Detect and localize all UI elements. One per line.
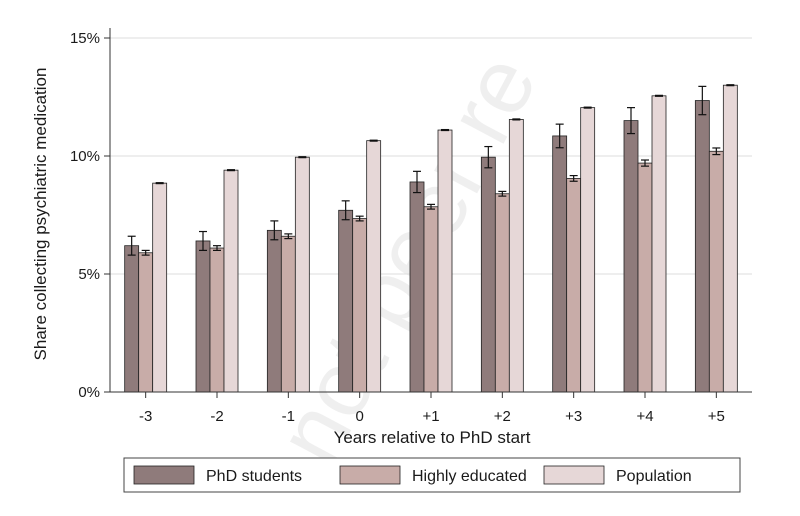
bar-population xyxy=(651,95,667,393)
bar-phd-students xyxy=(409,181,425,393)
legend-swatch xyxy=(543,465,605,485)
bars xyxy=(124,84,738,393)
x-tick-label: +2 xyxy=(494,408,511,425)
bar-phd-students xyxy=(480,156,496,393)
legend-box xyxy=(123,457,741,493)
y-tick-label: 15% xyxy=(70,30,100,47)
legend-swatch xyxy=(133,465,195,485)
bar-highly-educated xyxy=(138,252,154,393)
bar-highly-educated xyxy=(209,247,225,393)
bar-population xyxy=(152,182,168,393)
bar-population xyxy=(508,119,524,393)
legend-label: Highly educated xyxy=(412,468,527,485)
bar-highly-educated xyxy=(352,218,368,393)
y-axis-title: Share collecting psychiatric medication xyxy=(31,68,50,361)
bar-population xyxy=(722,84,738,393)
legend-swatch xyxy=(339,465,401,485)
bar-phd-students xyxy=(266,229,282,393)
axes: 0% 5% 10% 15% -3 -2 -1 0 +1 +2 +3 +4 +5 xyxy=(70,28,752,425)
bar-population xyxy=(580,107,596,393)
x-tick-label: -1 xyxy=(282,408,295,425)
bar-phd-students xyxy=(195,240,211,393)
x-tick-label: -3 xyxy=(139,408,152,425)
bar-population xyxy=(437,129,453,393)
bar-population xyxy=(223,169,239,393)
bar-highly-educated xyxy=(423,206,439,393)
x-tick-label: 0 xyxy=(355,408,363,425)
bar-population xyxy=(366,140,382,393)
bar-highly-educated xyxy=(566,178,582,393)
bar-highly-educated xyxy=(637,162,653,393)
bar-highly-educated xyxy=(280,235,296,393)
bar-phd-students xyxy=(338,209,354,393)
bar-phd-students xyxy=(124,245,140,393)
x-axis-title: Years relative to PhD start xyxy=(334,428,531,447)
x-tick-label: +4 xyxy=(636,408,653,425)
y-tick-label: 5% xyxy=(78,266,100,283)
x-tick-label: +3 xyxy=(565,408,582,425)
bar-phd-students xyxy=(552,135,568,393)
error-bars xyxy=(127,84,735,256)
bar-highly-educated xyxy=(494,193,510,393)
x-tick-label: -2 xyxy=(210,408,223,425)
y-tick-label: 0% xyxy=(78,384,100,401)
bar-phd-students xyxy=(623,120,639,393)
legend-label: Population xyxy=(616,468,692,485)
x-tick-label: +1 xyxy=(422,408,439,425)
legend: PhD students Highly educated Population xyxy=(123,457,741,493)
bar-population xyxy=(294,156,310,393)
x-tick-label: +5 xyxy=(708,408,725,425)
bar-highly-educated xyxy=(708,150,724,393)
legend-label: PhD students xyxy=(206,468,302,485)
bar-phd-students xyxy=(694,100,710,393)
y-tick-label: 10% xyxy=(70,148,100,165)
